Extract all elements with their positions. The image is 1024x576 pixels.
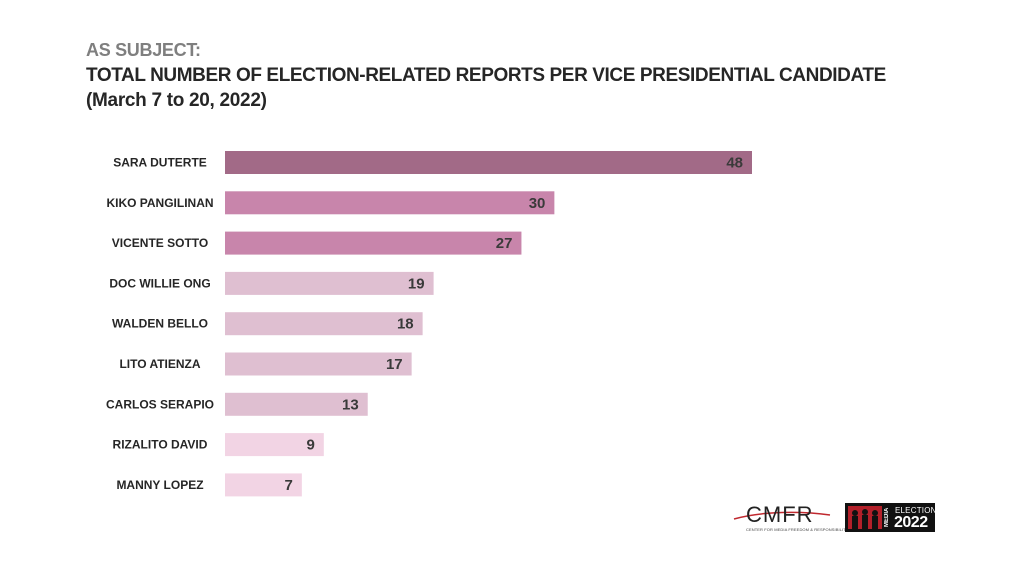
chart-title: TOTAL NUMBER OF ELECTION-RELATED REPORTS… [86,65,886,86]
category-label: RIZALITO DAVID [113,438,208,452]
bar [225,473,302,497]
bar [225,392,368,416]
data-label: 7 [285,477,293,494]
bar [225,191,555,215]
elections-logo-text: ELECTIONS [895,506,935,515]
cmfr-logo: CMFR CENTER FOR MEDIA FREEDOM & RESPONSI… [732,502,848,533]
category-label: MANNY LOPEZ [116,478,203,492]
cmfr-logo-subtext: CENTER FOR MEDIA FREEDOM & RESPONSIBILIT… [746,527,849,532]
chart-subtitle: (March 7 to 20, 2022) [86,90,267,111]
bar [225,312,423,336]
cmfr-logo-text: CMFR [746,502,814,527]
bar [225,352,412,376]
year-logo-text: 2022 [894,514,928,531]
category-label: LITO ATIENZA [119,357,200,371]
media-elections-logo: MEDIA ELECTIONS 2022 [845,503,935,532]
chart-kicker: AS SUBJECT: [86,40,201,60]
crowd-figures-icon [848,506,882,529]
data-label: 18 [397,316,414,333]
category-label: VICENTE SOTTO [112,236,208,250]
data-label: 30 [529,195,546,212]
data-label: 19 [408,275,425,292]
bar [225,151,752,174]
media-logo-text: MEDIA [884,507,890,528]
data-label: 9 [306,437,314,454]
data-label: 13 [342,396,359,413]
category-label: KIKO PANGILINAN [106,196,213,210]
title-block: AS SUBJECT: TOTAL NUMBER OF ELECTION-REL… [86,40,886,112]
bar [225,271,434,295]
data-label: 17 [386,356,403,373]
category-label: CARLOS SERAPIO [106,397,214,411]
category-label: WALDEN BELLO [112,317,208,331]
category-label: DOC WILLIE ONG [109,276,210,290]
data-label: 27 [496,235,513,252]
cmfr-swoosh-icon [733,511,831,520]
category-label: SARA DUTERTE [113,156,207,170]
bar [225,231,522,255]
data-label: 48 [726,155,743,172]
bar [225,433,324,457]
